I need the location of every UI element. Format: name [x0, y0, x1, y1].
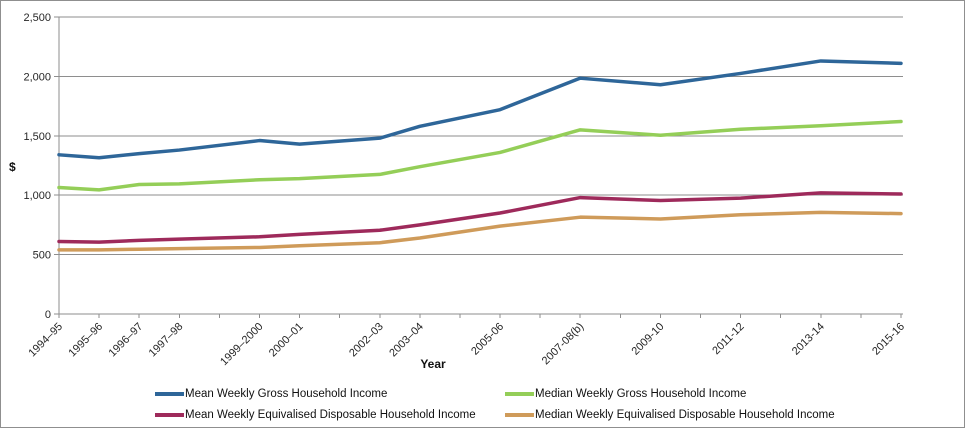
- y-tick-label: 2,000: [23, 71, 51, 83]
- x-tick-label: 2009-10: [630, 321, 667, 358]
- y-axis-title: $: [9, 160, 16, 174]
- x-axis-title: Year: [420, 357, 446, 371]
- y-tick-label: 1,500: [23, 131, 51, 143]
- series-line-3: [57, 210, 903, 252]
- x-tick-label: 2013-14: [790, 321, 827, 358]
- x-tick-label: 1995–96: [66, 321, 105, 360]
- x-tick-label: 2011-12: [710, 321, 746, 357]
- x-tick-label: 2005-06: [469, 321, 506, 358]
- x-tick-label: 2015-16: [870, 321, 907, 358]
- series-line-2: [57, 191, 903, 244]
- x-tick-label: 1994–95: [26, 321, 65, 360]
- series-line-0: [57, 59, 903, 160]
- series-line-1: [57, 119, 903, 192]
- y-tick-label: 0: [45, 309, 51, 321]
- y-tick-label: 1,000: [23, 190, 51, 202]
- x-tick-label: 1999–2000: [218, 321, 265, 368]
- x-tick-label: 2000–01: [267, 321, 306, 360]
- x-tick-label: 2007-08(b): [540, 321, 587, 368]
- x-tick-label: 2002–03: [347, 321, 386, 360]
- x-tick-label: 2003–04: [387, 321, 426, 360]
- x-tick-label: 1996–97: [107, 321, 146, 360]
- y-tick-label: 2,500: [23, 12, 51, 24]
- x-tick-label: 1997–98: [147, 321, 186, 360]
- y-tick-label: 500: [33, 250, 51, 262]
